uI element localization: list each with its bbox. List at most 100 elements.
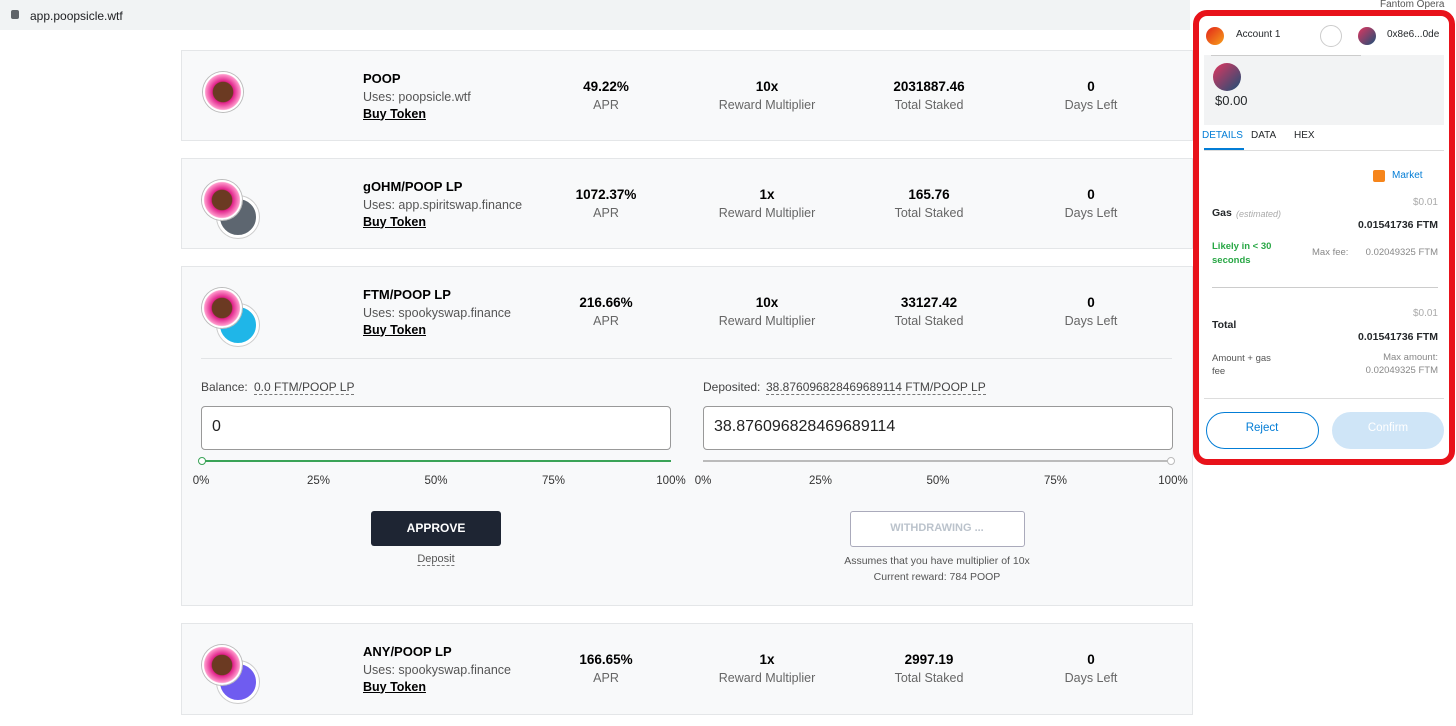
pool-multiplier: 10x — [755, 294, 779, 310]
pool-multiplier: 1x — [759, 651, 775, 667]
pool-days: 0 — [1087, 186, 1095, 202]
pool-uses: Uses: spookyswap.finance — [363, 305, 511, 320]
lock-icon — [11, 10, 19, 19]
tab[interactable]: HEX — [1294, 130, 1315, 141]
likely: Likely in < 30 seconds — [1212, 241, 1272, 266]
approve-button[interactable] — [371, 511, 501, 546]
slider-tick: 25% — [306, 475, 331, 488]
pool-multiplier: 10x — [755, 78, 779, 94]
address: 0x8e6...0de — [1387, 29, 1440, 40]
input-edge — [1211, 55, 1361, 56]
slider-tick: 25% — [808, 475, 833, 488]
staked-label: Total Staked — [894, 313, 964, 328]
slider-tick: 75% — [541, 475, 566, 488]
pool-staked: 2997.19 — [904, 651, 954, 667]
apr-label: APR — [593, 313, 619, 328]
gas-ftm: 0.01541736 FTM — [1358, 218, 1438, 231]
buy-token[interactable]: Buy Token — [363, 106, 426, 121]
total-ftm: 0.01541736 FTM — [1358, 330, 1438, 343]
estimated: (estimated) — [1236, 208, 1282, 219]
max-fee-label: Max fee: — [1312, 247, 1349, 259]
approve-label[interactable]: APPROVE — [406, 520, 466, 535]
token-icon — [202, 288, 242, 328]
withdraw-label[interactable]: WITHDRAWING ... — [890, 522, 984, 535]
reject-button[interactable] — [1206, 412, 1319, 449]
divider — [1212, 287, 1438, 288]
apr-label: APR — [593, 670, 619, 685]
note: Current reward: 784 POOP — [873, 570, 1001, 583]
max-amount: 0.02049325 FTM — [1365, 365, 1438, 377]
balance-value: 0.0 FTM/POOP LP — [254, 379, 355, 395]
pool-days: 0 — [1087, 78, 1095, 94]
token-icon — [203, 72, 243, 112]
pool-apr: 49.22% — [583, 78, 629, 94]
token-icon — [202, 645, 242, 685]
days-label: Days Left — [1064, 97, 1118, 112]
pool-staked: 165.76 — [908, 186, 950, 202]
tab[interactable]: DETAILS — [1202, 130, 1243, 141]
input-left-box[interactable] — [201, 406, 671, 450]
pool-name: FTM/POOP LP — [363, 287, 451, 303]
deposited-label: Deposited: — [703, 379, 761, 394]
pool-name: POOP — [363, 71, 401, 87]
apr-label: APR — [593, 97, 619, 112]
pool-days: 0 — [1087, 294, 1095, 310]
deposit-link[interactable]: Deposit — [417, 553, 455, 567]
total-label: Total — [1212, 318, 1237, 331]
divider — [201, 358, 1172, 359]
slider-thumb[interactable] — [198, 457, 206, 465]
pool-uses: Uses: app.spiritswap.finance — [363, 197, 523, 212]
pool-apr: 1072.37% — [575, 186, 637, 202]
url: app.poopsicle.wtf — [30, 8, 123, 23]
input-left: 0 — [212, 418, 221, 436]
account-avatar — [1206, 27, 1224, 45]
tab[interactable]: DATA — [1251, 130, 1277, 141]
pool-name: ANY/POOP LP — [363, 644, 452, 660]
network: Fantom Opera — [1380, 0, 1445, 10]
divider — [1204, 398, 1444, 399]
confirm-label[interactable]: Confirm — [1367, 422, 1409, 435]
fox-icon — [1373, 170, 1385, 182]
token-icon — [202, 180, 242, 220]
pool-staked: 2031887.46 — [893, 78, 965, 94]
note: Assumes that you have multiplier of 10x — [844, 554, 1030, 567]
token-avatar — [1213, 63, 1241, 91]
multiplier-label: Reward Multiplier — [718, 313, 816, 328]
pool-apr: 166.65% — [579, 651, 633, 667]
input-right-box[interactable] — [703, 406, 1173, 450]
wallet-balance: $0.00 — [1215, 93, 1248, 109]
max-fee: 0.02049325 FTM — [1365, 247, 1438, 259]
slider-track[interactable] — [201, 460, 671, 462]
pool-staked: 33127.42 — [900, 294, 958, 310]
confirm-button[interactable] — [1332, 412, 1444, 449]
buy-token[interactable]: Buy Token — [363, 214, 426, 229]
pool-uses: Uses: poopsicle.wtf — [363, 89, 471, 104]
pool-card — [181, 623, 1193, 715]
arrow-icon — [1320, 25, 1342, 47]
withdraw-button[interactable] — [850, 511, 1025, 547]
pool-card — [181, 158, 1193, 249]
pool-apr: 216.66% — [579, 294, 633, 310]
slider-tick: 100% — [656, 475, 686, 488]
pool-multiplier: 1x — [759, 186, 775, 202]
amount-gas: Amount + gas fee — [1212, 353, 1271, 377]
slider-tick: 0% — [694, 475, 712, 488]
reject-label[interactable]: Reject — [1245, 422, 1279, 435]
pool-name: gOHM/POOP LP — [363, 179, 463, 195]
days-label: Days Left — [1064, 670, 1118, 685]
slider-track[interactable] — [703, 460, 1173, 462]
pool-days: 0 — [1087, 651, 1095, 667]
slider-tick: 0% — [192, 475, 210, 488]
buy-token[interactable]: Buy Token — [363, 679, 426, 694]
apr-label: APR — [593, 205, 619, 220]
market[interactable]: Market — [1392, 170, 1423, 181]
days-label: Days Left — [1064, 205, 1118, 220]
slider-tick: 75% — [1043, 475, 1068, 488]
slider-tick: 50% — [424, 475, 448, 488]
address-bar — [0, 0, 1190, 30]
buy-token[interactable]: Buy Token — [363, 322, 426, 337]
days-label: Days Left — [1064, 313, 1118, 328]
slider-thumb[interactable] — [1167, 457, 1175, 465]
staked-label: Total Staked — [894, 670, 964, 685]
gas-usd: $0.01 — [1412, 197, 1438, 208]
